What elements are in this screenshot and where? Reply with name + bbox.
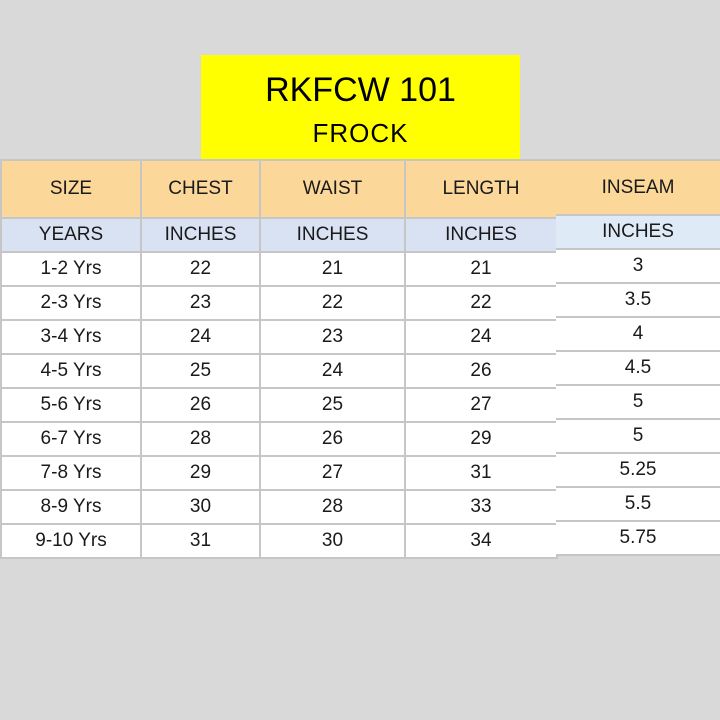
table-row: 8-9 Yrs 30 28 33 [0, 489, 558, 525]
length-cell: 22 [404, 285, 558, 321]
size-cell: 3-4 Yrs [0, 319, 142, 355]
unit-chest: INCHES [140, 217, 261, 253]
inseam-cell: 5 [556, 386, 720, 420]
unit-length: INCHES [404, 217, 558, 253]
length-cell: 31 [404, 455, 558, 491]
waist-cell: 28 [259, 489, 406, 525]
header-inseam: INSEAM [556, 159, 720, 216]
inseam-cell: 3 [556, 250, 720, 284]
unit-size: YEARS [0, 217, 142, 253]
length-cell: 33 [404, 489, 558, 525]
inseam-cell: 4.5 [556, 352, 720, 386]
size-cell: 2-3 Yrs [0, 285, 142, 321]
waist-cell: 25 [259, 387, 406, 423]
size-cell: 1-2 Yrs [0, 251, 142, 287]
chest-cell: 29 [140, 455, 261, 491]
table-row: 6-7 Yrs 28 26 29 [0, 421, 558, 457]
inseam-cell: 5 [556, 420, 720, 454]
waist-cell: 24 [259, 353, 406, 389]
inseam-cell: 5.25 [556, 454, 720, 488]
waist-cell: 22 [259, 285, 406, 321]
size-cell: 5-6 Yrs [0, 387, 142, 423]
table-row: 2-3 Yrs 23 22 22 [0, 285, 558, 321]
chest-cell: 23 [140, 285, 261, 321]
unit-inseam: INCHES [556, 216, 720, 250]
product-code: RKFCW 101 [265, 71, 456, 109]
inseam-cell: 5.5 [556, 488, 720, 522]
waist-cell: 23 [259, 319, 406, 355]
chest-cell: 26 [140, 387, 261, 423]
waist-cell: 30 [259, 523, 406, 559]
product-type: FROCK [312, 118, 409, 148]
length-cell: 29 [404, 421, 558, 457]
length-cell: 26 [404, 353, 558, 389]
header-row: SIZE CHEST WAIST LENGTH [0, 159, 558, 219]
size-cell: 9-10 Yrs [0, 523, 142, 559]
chest-cell: 30 [140, 489, 261, 525]
table-row: 1-2 Yrs 22 21 21 [0, 251, 558, 287]
header-waist: WAIST [259, 159, 406, 219]
chest-cell: 28 [140, 421, 261, 457]
size-chart-table: SIZE CHEST WAIST LENGTH YEARS INCHES INC… [0, 159, 558, 559]
table-row: 9-10 Yrs 31 30 34 [0, 523, 558, 559]
length-cell: 27 [404, 387, 558, 423]
inseam-column: INSEAM INCHES 3 3.5 4 4.5 5 5 5.25 5.5 5… [556, 159, 720, 556]
chest-cell: 31 [140, 523, 261, 559]
inseam-cell: 5.75 [556, 522, 720, 556]
length-cell: 24 [404, 319, 558, 355]
size-cell: 4-5 Yrs [0, 353, 142, 389]
length-cell: 34 [404, 523, 558, 559]
waist-cell: 27 [259, 455, 406, 491]
size-cell: 8-9 Yrs [0, 489, 142, 525]
waist-cell: 21 [259, 251, 406, 287]
chest-cell: 24 [140, 319, 261, 355]
header-size: SIZE [0, 159, 142, 219]
length-cell: 21 [404, 251, 558, 287]
table-row: 5-6 Yrs 26 25 27 [0, 387, 558, 423]
header-chest: CHEST [140, 159, 261, 219]
inseam-cell: 3.5 [556, 284, 720, 318]
chest-cell: 25 [140, 353, 261, 389]
table-row: 7-8 Yrs 29 27 31 [0, 455, 558, 491]
size-cell: 7-8 Yrs [0, 455, 142, 491]
unit-waist: INCHES [259, 217, 406, 253]
table-row: 4-5 Yrs 25 24 26 [0, 353, 558, 389]
table-row: 3-4 Yrs 24 23 24 [0, 319, 558, 355]
header-length: LENGTH [404, 159, 558, 219]
size-cell: 6-7 Yrs [0, 421, 142, 457]
units-row: YEARS INCHES INCHES INCHES [0, 217, 558, 253]
chest-cell: 22 [140, 251, 261, 287]
inseam-cell: 4 [556, 318, 720, 352]
waist-cell: 26 [259, 421, 406, 457]
title-box: RKFCW 101 FROCK [201, 55, 520, 159]
